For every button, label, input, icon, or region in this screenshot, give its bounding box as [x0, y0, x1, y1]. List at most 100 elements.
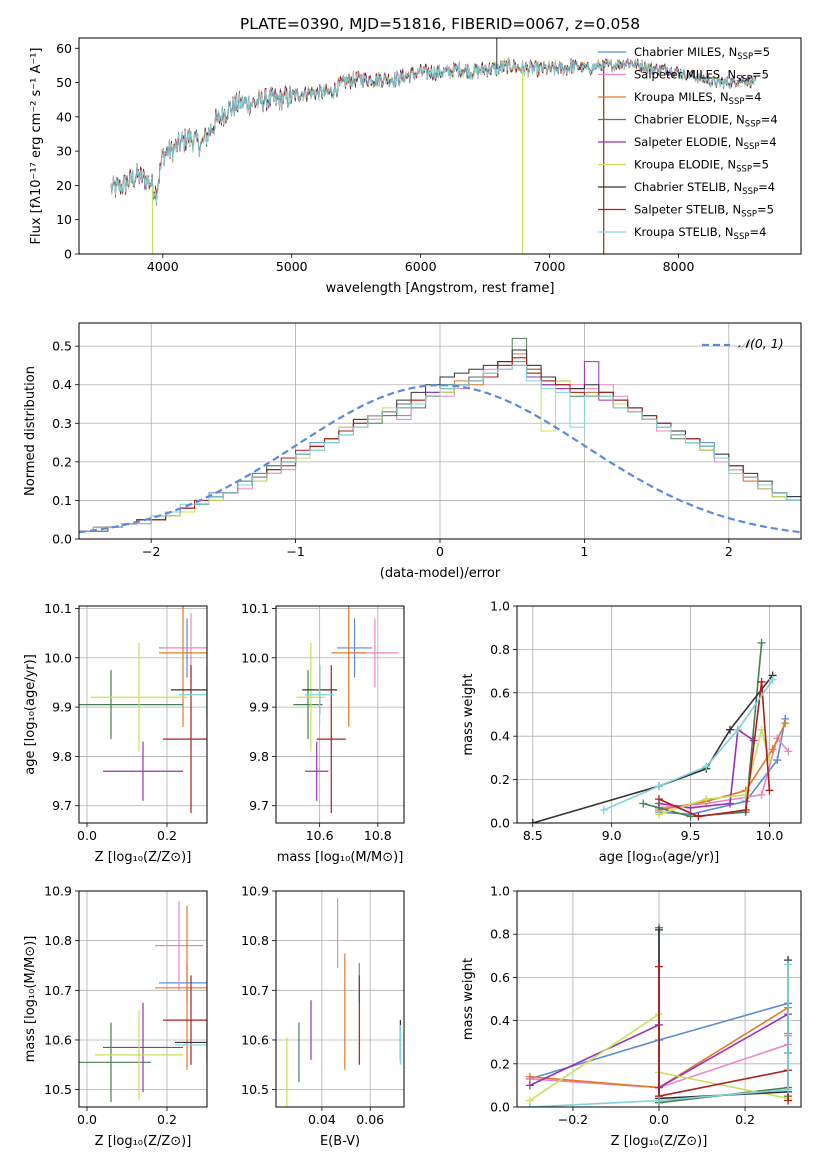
- x-tick-label: 6000: [405, 259, 437, 274]
- panel-residuals: −2 −1 0 1 2 0.0 0.1 0.2 0.3 0.4 0.5 (data-model)/er…: [23, 322, 802, 581]
- plus-marker: [639, 799, 648, 808]
- legend: Chabrier MILES, NSSP=5 Salpeter MILES, NS…: [598, 45, 778, 242]
- y-tick-label: 10.9: [241, 884, 269, 899]
- y-axis-label: mass weight: [461, 673, 476, 755]
- plus-marker: [655, 795, 663, 804]
- x-tick-label: 0.04: [308, 1112, 336, 1127]
- y-tick-label: 10.5: [44, 1082, 72, 1097]
- y-tick-label: 60: [56, 41, 72, 56]
- legend-label: Kroupa MILES, NSSP=4: [634, 90, 761, 107]
- y-tick-label: 10.7: [44, 983, 72, 998]
- y-tick-label: 30: [56, 144, 72, 159]
- y-tick-label: 0.4: [490, 1013, 510, 1028]
- y-tick-label: 40: [56, 109, 72, 124]
- y-tick-label: 0.2: [490, 1056, 510, 1071]
- y-tick-label: 0.0: [52, 532, 72, 547]
- y-tick-label: 50: [56, 75, 72, 90]
- x-tick-label: 0: [436, 544, 444, 559]
- legend-label: Chabrier STELIB, NSSP=4: [634, 180, 775, 197]
- y-tick-label: 10.8: [241, 933, 269, 948]
- weight-line-6: [658, 929, 789, 1100]
- plus-marker: [784, 960, 793, 969]
- y-tick-label: 0.5: [52, 339, 72, 354]
- x-tick-label: −0.2: [558, 1112, 588, 1127]
- x-tick-label: 0.2: [735, 1112, 755, 1127]
- plus-marker: [655, 782, 663, 791]
- x-tick-label: 7000: [534, 259, 566, 274]
- x-tick-label: 8000: [663, 259, 695, 274]
- y-tick-label: 0.4: [490, 729, 510, 744]
- plus-marker: [773, 756, 782, 765]
- axes-frame: [78, 37, 802, 255]
- plus-marker: [525, 1072, 534, 1081]
- plus-marker: [784, 1085, 793, 1094]
- legend-label: Chabrier MILES, NSSP=5: [634, 45, 770, 62]
- x-axis-label: Z [log₁₀(Z/Z⊙)]: [611, 1134, 708, 1149]
- legend-label: Salpeter ELODIE, NSSP=4: [634, 135, 777, 152]
- x-tick-label: 0.0: [77, 828, 97, 843]
- x-tick-label: 2: [725, 544, 733, 559]
- y-tick-label: 0.6: [490, 970, 510, 985]
- legend-label: Salpeter STELIB, NSSP=5: [634, 203, 774, 220]
- plot-area: [293, 606, 399, 814]
- y-tick-label: 9.9: [52, 700, 72, 715]
- x-tick-label: 0.2: [157, 1112, 177, 1127]
- x-tick-label: 5000: [276, 259, 308, 274]
- plus-marker: [655, 962, 663, 971]
- histogram-step-8: [79, 364, 801, 532]
- plus-marker: [726, 725, 734, 734]
- y-tick-label: 0.4: [52, 377, 72, 392]
- y-tick-label: 10.6: [44, 1032, 72, 1047]
- panel-massweight-vs-age: 8.5 9.0 9.5 10.0 0.0 0.2 0.4 0.6 0.8 1.0 age [log₁…: [461, 599, 802, 865]
- x-axis-label: Z [log₁₀(Z/Z⊙)]: [95, 850, 192, 865]
- y-axis-label: Flux [fλ10⁻¹⁷ erg cm⁻² s⁻¹ A⁻¹]: [29, 48, 44, 245]
- plus-marker: [757, 638, 766, 647]
- plus-marker: [784, 747, 793, 756]
- plus-marker: [765, 786, 774, 795]
- plus-marker: [757, 790, 766, 799]
- y-tick-label: 0: [64, 247, 72, 262]
- y-tick-label: 10: [56, 212, 72, 227]
- plot-area: [525, 923, 793, 1107]
- y-tick-label: 10.7: [241, 983, 269, 998]
- x-tick-label: 10.0: [756, 828, 784, 843]
- y-tick-label: 10.6: [241, 1032, 269, 1047]
- y-tick-label: 10.0: [44, 650, 72, 665]
- y-tick-label: 0.1: [52, 493, 72, 508]
- plus-marker: [702, 762, 711, 771]
- plot-area: [79, 900, 207, 1103]
- y-tick-label: 9.7: [52, 798, 72, 813]
- y-tick-label: 0.2: [52, 454, 72, 469]
- x-tick-label: 10.8: [364, 828, 392, 843]
- axes-frame: [78, 890, 208, 1108]
- plus-marker: [781, 719, 790, 728]
- y-tick-label: 10.8: [44, 933, 72, 948]
- plus-marker: [525, 1081, 534, 1090]
- plus-marker: [525, 1103, 534, 1107]
- legend-label: 𝒩(0, 1): [738, 336, 784, 351]
- plot-area: [79, 337, 801, 534]
- x-axis-label: E(B-V): [320, 1134, 360, 1149]
- x-tick-label: 10.6: [306, 828, 334, 843]
- plus-marker: [528, 819, 537, 823]
- gaussian-curve: [79, 383, 801, 534]
- panel-age-vs-Z: 0.0 0.2 9.7 9.8 9.9 10.0 10.1 Z [log₁₀(Z/Z⊙)] ag…: [23, 601, 208, 865]
- x-axis-label: (data-model)/error: [380, 566, 501, 581]
- y-tick-label: 0.2: [490, 772, 510, 787]
- panel-spectrum: 4000 5000 6000 7000 8000 0 10 20 30 40 50 60 wavelen…: [29, 15, 802, 296]
- y-tick-label: 10.5: [241, 1082, 269, 1097]
- plus-marker: [757, 725, 766, 734]
- y-tick-label: 9.7: [249, 798, 269, 813]
- x-tick-label: 9.5: [681, 828, 701, 843]
- y-tick-label: 10.1: [44, 601, 72, 616]
- axes-frame: [78, 322, 802, 540]
- plus-marker: [599, 805, 608, 814]
- y-tick-label: 0.6: [490, 685, 510, 700]
- x-axis-label: Z [log₁₀(Z/Z⊙)]: [95, 1134, 192, 1149]
- y-tick-label: 0.8: [490, 927, 510, 942]
- y-tick-label: 0.8: [490, 642, 510, 657]
- plus-marker: [784, 1096, 793, 1105]
- plus-marker: [655, 1096, 663, 1105]
- y-tick-label: 1.0: [490, 599, 510, 614]
- x-tick-label: 0.0: [649, 1112, 669, 1127]
